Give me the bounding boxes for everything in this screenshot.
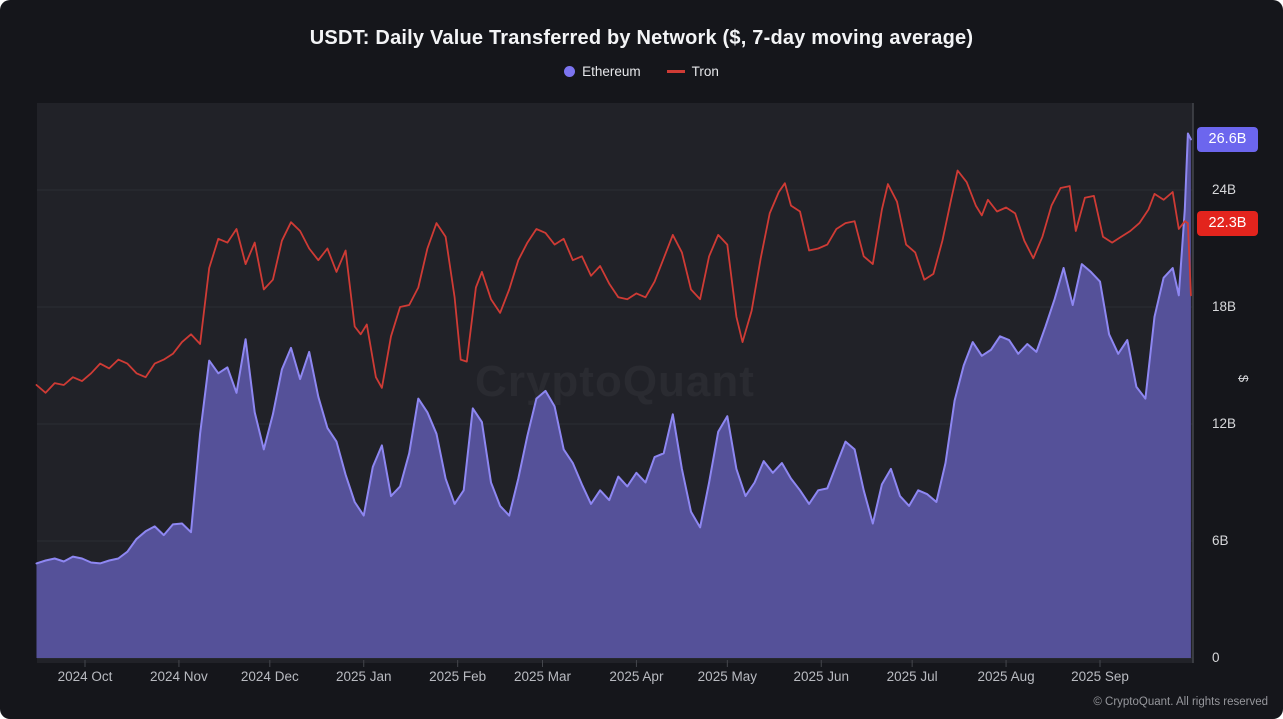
chart-title: USDT: Daily Value Transferred by Network… — [309, 27, 974, 49]
x-axis-label-2025-Aug: 2025 Aug — [977, 669, 1035, 684]
x-axis-label-2025-Feb: 2025 Feb — [429, 669, 487, 684]
y-axis-label-12B: 12B — [1212, 416, 1237, 431]
legend-item-tron[interactable]: Tron — [666, 64, 719, 79]
legend-label-ethereum: Ethereum — [582, 64, 641, 79]
last-value-badge-ethereum: 26.6B — [1197, 126, 1258, 152]
x-axis-label-2024-Dec: 2024 Dec — [240, 669, 299, 684]
tron-line-icon — [666, 70, 685, 73]
x-axis-label-2025-Jun: 2025 Jun — [793, 669, 850, 684]
legend-item-ethereum[interactable]: Ethereum — [564, 64, 641, 79]
ethereum-line — [35, 132, 1192, 565]
x-axis-label-2025-Jan: 2025 Jan — [335, 669, 392, 684]
x-axis-label-2025-Sep: 2025 Sep — [1071, 669, 1129, 684]
last-value-badge-tron: 22.3B — [1197, 210, 1258, 236]
x-axis-label-2025-Jul: 2025 Jul — [886, 669, 938, 684]
chart-legend: Ethereum Tron — [0, 64, 1283, 79]
y-axis-unit-label: $ — [1236, 374, 1252, 383]
y-axis-label-18B: 18B — [1212, 299, 1237, 314]
x-axis-label-2024-Oct: 2024 Oct — [57, 669, 113, 684]
x-axis-label-2024-Nov: 2024 Nov — [150, 669, 208, 684]
x-axis-label-2025-Mar: 2025 Mar — [513, 669, 572, 684]
x-axis-label-2025-Apr: 2025 Apr — [609, 669, 664, 684]
y-axis-label-6B: 6B — [1212, 533, 1229, 548]
y-axis-label-0: 0 — [1212, 650, 1220, 665]
ethereum-area — [36, 133, 1191, 658]
x-axis-label-2025-May: 2025 May — [697, 669, 757, 684]
legend-label-tron: Tron — [691, 64, 719, 79]
copyright-footer: © CryptoQuant. All rights reserved — [1093, 696, 1268, 708]
watermark-text: CryptoQuant — [475, 357, 755, 406]
y-axis-label-24B: 24B — [1212, 182, 1237, 197]
tron-line — [35, 169, 1192, 394]
ethereum-dot-icon — [564, 66, 576, 77]
